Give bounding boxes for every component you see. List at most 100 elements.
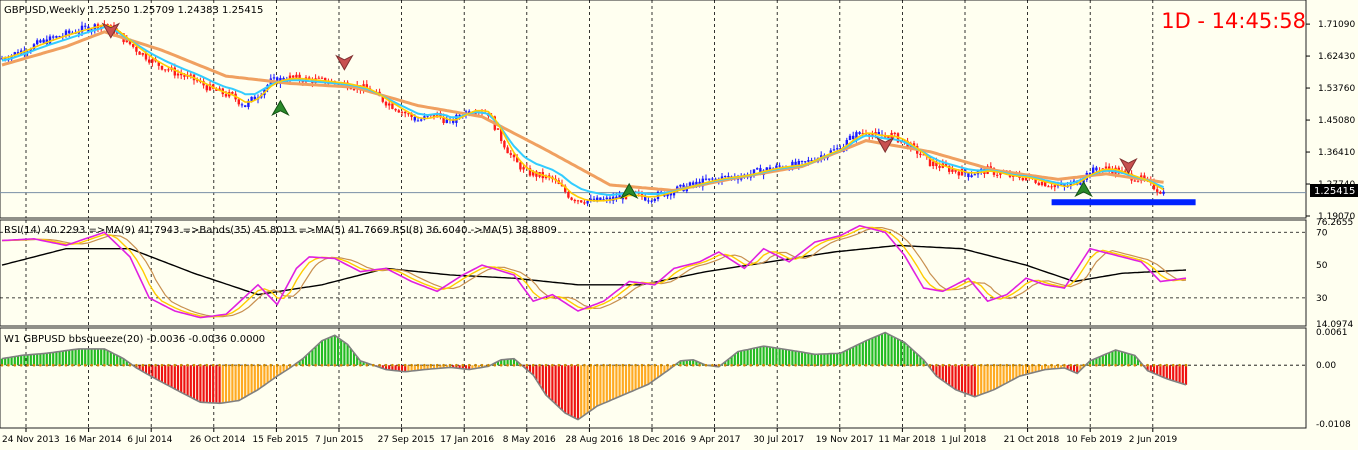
histogram-bar [864,340,868,366]
price-bar [957,171,960,176]
histogram-bar [282,365,285,373]
histogram-bar [1066,365,1069,370]
x-tick-label: 16 Mar 2014 [65,435,122,445]
squeeze-dot [743,363,746,367]
price-bar [928,156,932,166]
bbsqueeze-tick-label: 0.0061 [1316,328,1348,338]
squeeze-dot [499,363,503,367]
x-tick-label: 9 Apr 2017 [691,435,741,445]
histogram-bar [4,358,7,366]
histogram-bar [436,365,439,369]
rsi-long-line [1,244,1187,296]
histogram-bar [263,365,266,386]
squeeze-dot [141,363,145,367]
price-bar [989,166,992,169]
squeeze-dot [154,363,157,367]
histogram-bar [269,365,272,381]
price-bar [893,132,896,134]
histogram-bar [954,365,957,390]
histogram-bar [1165,365,1168,379]
price-bar [208,84,212,91]
squeeze-dot [1075,363,1079,367]
histogram-bar [324,339,327,366]
price-bar [580,200,583,203]
price-bar [231,92,234,94]
histogram-bar [650,365,653,382]
squeeze-dot [1005,363,1009,367]
squeeze-dot [45,363,49,367]
histogram-bar [349,348,352,366]
histogram-bar [1072,365,1076,373]
histogram-bar [352,352,356,366]
price-bar [420,119,423,121]
squeeze-dot [525,363,529,367]
histogram-bar [736,351,740,366]
histogram-bar [589,365,592,411]
price-bar [954,169,957,172]
price-bar [224,94,228,97]
price-bar [1143,175,1146,180]
squeeze-dot [576,363,580,367]
squeeze-dot [224,363,228,367]
price-bar [583,202,586,204]
histogram-bar [624,365,628,394]
squeeze-dot [832,363,836,367]
histogram-bar [1114,349,1117,366]
squeeze-dot [288,363,292,367]
squeeze-dot [327,363,330,367]
histogram-bar [327,337,330,366]
price-bar [644,196,647,201]
histogram-bar [285,365,288,370]
price-bar [292,75,295,78]
price-bar [855,132,858,140]
squeeze-dot [531,363,535,367]
price-bar [650,200,653,202]
histogram-bar [429,365,432,370]
price-bar [794,161,797,166]
price-bar [506,147,509,154]
price-bar [1092,167,1095,175]
price-bar [810,160,813,162]
histogram-bar [538,365,541,386]
squeeze-dot [915,363,919,367]
price-bar [903,140,906,142]
histogram-bar [986,365,989,393]
histogram-bar [125,360,128,366]
histogram-bar [839,353,842,366]
histogram-bar [1101,355,1104,366]
price-bar [80,25,84,33]
histogram-bar [477,365,480,368]
price-bar [960,168,964,176]
squeeze-dot [333,363,337,367]
histogram-bar [615,365,618,398]
squeeze-dot [627,363,631,367]
histogram-bar [576,365,580,420]
current-price-label: 1.25415 [1314,186,1355,197]
price-bar [496,128,500,130]
histogram-bar [298,360,301,366]
squeeze-dot [890,363,893,367]
histogram-bar [1056,365,1060,369]
price-bar [317,77,320,79]
squeeze-dot [1069,363,1073,367]
squeeze-dot [474,363,477,367]
histogram-bar [1021,365,1024,376]
histogram-bar [1076,365,1079,374]
squeeze-dot [77,363,81,367]
squeeze-dot [314,363,317,367]
histogram-bar [410,365,413,372]
price-bar [618,195,621,199]
histogram-bar [1008,365,1012,382]
squeeze-dot [1050,363,1053,367]
histogram-bar [1047,365,1050,370]
histogram-bar [631,365,634,392]
rsi-ma-line [1,226,1187,318]
histogram-bar [23,355,26,366]
price-bar [160,65,164,70]
price-bar [458,114,461,117]
price-bar [244,105,247,107]
squeeze-dot [634,363,637,367]
histogram-bar [1152,365,1156,374]
